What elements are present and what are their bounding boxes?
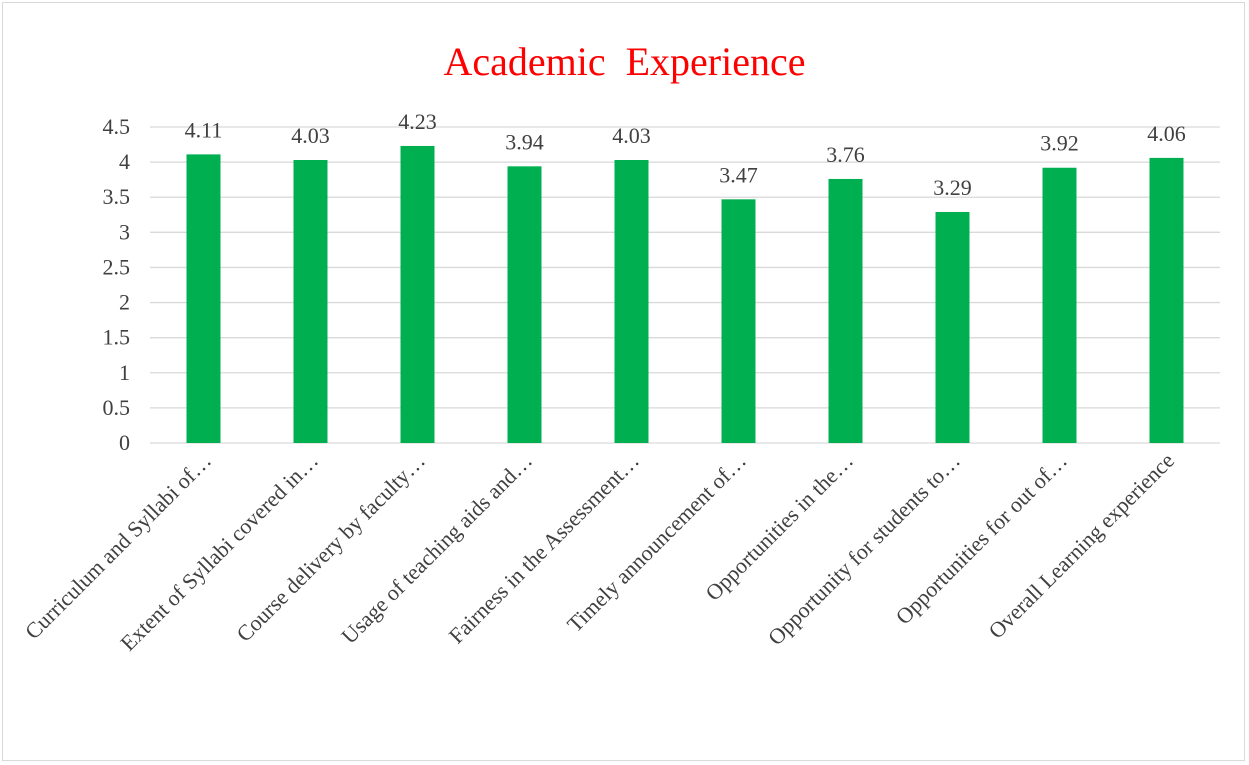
x-tick-label: Overall Learning experience bbox=[983, 448, 1179, 644]
y-tick-label: 2.5 bbox=[103, 254, 131, 279]
bar bbox=[186, 154, 221, 444]
bar bbox=[1149, 157, 1184, 444]
data-label: 3.29 bbox=[933, 175, 972, 200]
y-tick-label: 2 bbox=[119, 290, 130, 315]
bar bbox=[828, 178, 863, 443]
x-tick-label: Extent of Syllabi covered in… bbox=[115, 448, 323, 656]
data-label: 3.47 bbox=[719, 162, 758, 187]
bar bbox=[721, 199, 756, 443]
x-tick-label: Curriculum and Syllabi of… bbox=[20, 448, 216, 644]
data-label: 4.23 bbox=[398, 109, 437, 134]
data-label: 4.03 bbox=[612, 123, 651, 148]
y-tick-label: 4.5 bbox=[103, 114, 131, 139]
y-tick-label: 3 bbox=[119, 219, 130, 244]
x-tick-label: Timely announcement of… bbox=[562, 448, 751, 637]
bar bbox=[293, 160, 328, 443]
chart-title: Academic Experience bbox=[443, 39, 806, 84]
data-label: 4.03 bbox=[291, 123, 330, 148]
x-tick-label: Opportunity for students to… bbox=[763, 448, 965, 650]
bars bbox=[186, 145, 1184, 444]
bar bbox=[400, 145, 435, 443]
bar bbox=[507, 166, 542, 443]
data-label: 3.76 bbox=[826, 142, 865, 167]
bar bbox=[1042, 167, 1077, 443]
y-tick-label: 3.5 bbox=[103, 184, 131, 209]
y-tick-label: 0 bbox=[119, 430, 130, 455]
bar bbox=[614, 160, 649, 443]
y-tick-label: 0.5 bbox=[103, 395, 131, 420]
x-tick-label: Course delivery by faculty… bbox=[231, 448, 430, 647]
y-tick-label: 4 bbox=[119, 149, 130, 174]
data-label: 3.92 bbox=[1040, 131, 1079, 156]
y-axis-ticks: 0 0.5 1 1.5 2 2.5 3 3.5 4 4.5 bbox=[103, 114, 131, 455]
x-tick-label: Fairness in the Assessment… bbox=[444, 448, 644, 648]
data-labels: 4.11 4.03 4.23 3.94 4.03 3.47 3.76 3.29 3.92 4.06 bbox=[185, 109, 1186, 200]
x-tick-label: Opportunities for out of… bbox=[891, 448, 1072, 629]
y-tick-label: 1 bbox=[119, 360, 130, 385]
gridlines bbox=[150, 126, 1220, 444]
bar bbox=[935, 211, 970, 443]
x-axis-labels: Curriculum and Syllabi of…Extent of Syll… bbox=[20, 448, 1179, 656]
y-tick-label: 1.5 bbox=[103, 325, 131, 350]
data-label: 3.94 bbox=[505, 129, 544, 154]
x-tick-label: Usage of teaching aids and… bbox=[336, 448, 537, 649]
data-label: 4.06 bbox=[1147, 121, 1186, 146]
data-label: 4.11 bbox=[185, 117, 223, 142]
